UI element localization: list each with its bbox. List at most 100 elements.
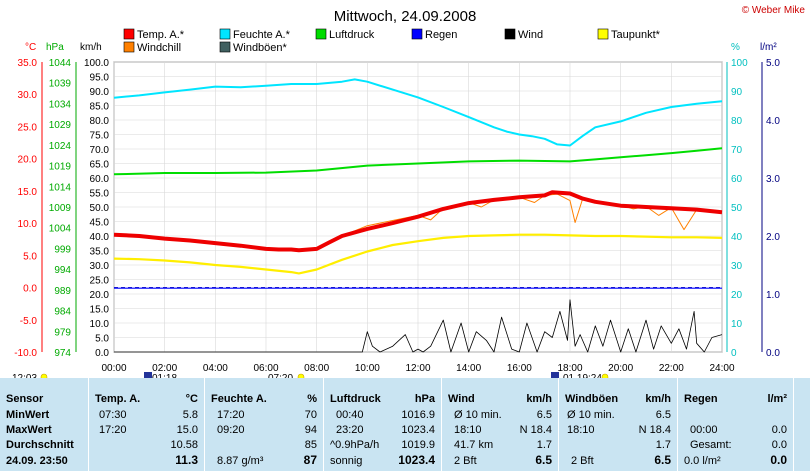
- temp-max-value: 15.0: [176, 424, 198, 436]
- temp-tick-label: -10.0: [14, 348, 37, 359]
- pressure-tick-label: 974: [54, 348, 71, 359]
- event-label: 01 19:24: [563, 373, 602, 378]
- wind-tick-label: 90.0: [90, 87, 110, 98]
- rain-tick-label: 2.0: [766, 232, 780, 243]
- wind-tick-label: 40.0: [90, 232, 110, 243]
- pressure-tick-label: 1044: [49, 58, 72, 69]
- temp-tick-label: 30.0: [18, 90, 38, 101]
- humidity-max-value: 94: [304, 424, 317, 436]
- wind-distance: 41.7 km: [454, 439, 494, 451]
- gust-header: Windböen: [565, 393, 619, 405]
- wind-tick-label: 95.0: [90, 73, 110, 84]
- wind-tick-label: 100.0: [84, 58, 109, 69]
- row-label-current: 24.09. 23:50: [6, 455, 68, 467]
- legend-swatch: [597, 28, 609, 40]
- wind-tick-label: 35.0: [90, 247, 110, 258]
- humidity-tick-label: 80: [731, 116, 743, 127]
- temp-min-time: 07:30: [99, 409, 127, 421]
- pressure-current-value: 1023.4: [398, 453, 435, 467]
- wind-tick-label: 60.0: [90, 174, 110, 185]
- series-line-taupunkt: [113, 233, 723, 275]
- legend-label: Windböen*: [233, 42, 288, 54]
- temp-tick-label: 10.0: [18, 219, 38, 230]
- pressure-max-time: 23:20: [336, 424, 364, 436]
- gust-avg-value: 1.7: [655, 439, 671, 451]
- x-tick-label: 22:00: [659, 363, 684, 374]
- axis-unit-temp: °C: [25, 42, 36, 53]
- event-marker: [551, 372, 559, 378]
- legend-swatch: [411, 28, 423, 40]
- legend-swatch: [123, 28, 135, 40]
- axis-unit-wind: km/h: [80, 42, 102, 53]
- humidity-unit: %: [307, 393, 317, 405]
- temp-tick-label: 20.0: [18, 155, 38, 166]
- rain-tick-label: 5.0: [766, 58, 780, 69]
- wind-tick-label: 75.0: [90, 131, 110, 142]
- temp-tick-label: 25.0: [18, 122, 38, 133]
- rain-max-time: 00:00: [690, 424, 718, 436]
- legend-label: Temp. A.*: [137, 29, 185, 41]
- gust-unit: km/h: [645, 393, 671, 405]
- x-tick-label: 12:00: [405, 363, 430, 374]
- humidity-header: Feuchte A.: [211, 393, 267, 405]
- event-marker: [144, 372, 152, 378]
- sensor-header: Sensor: [6, 393, 44, 405]
- rain-header: Regen: [684, 393, 718, 405]
- temp-header: Temp. A.: [95, 393, 141, 405]
- temp-min-value: 5.8: [182, 409, 198, 421]
- pressure-tick-label: 1009: [49, 203, 72, 214]
- rain-column: Regen l/m² 00:00 0.0 Gesamt: 0.0 0.0 l/m…: [678, 378, 794, 471]
- x-tick-label: 00:00: [101, 363, 126, 374]
- wind-tick-label: 80.0: [90, 116, 110, 127]
- pressure-column: Luftdruck hPa 00:40 1016.9 23:20 1023.4 …: [324, 378, 442, 471]
- legend-label: Feuchte A.*: [233, 29, 291, 41]
- gust-max-time: 18:10: [567, 424, 595, 436]
- wind-tick-label: 65.0: [90, 160, 110, 171]
- humidity-min-value: 70: [304, 409, 317, 421]
- pressure-min-time: 00:40: [336, 409, 364, 421]
- row-label-min: MinWert: [6, 409, 50, 421]
- x-tick-label: 08:00: [304, 363, 329, 374]
- legend-swatch: [123, 41, 135, 53]
- wind-unit: km/h: [526, 393, 552, 405]
- pressure-min-value: 1016.9: [401, 409, 435, 421]
- x-tick-label: 04:00: [203, 363, 228, 374]
- temp-current-value: 11.3: [175, 453, 198, 467]
- legend-swatch: [219, 41, 231, 53]
- rain-tick-label: 1.0: [766, 290, 780, 301]
- legend-swatch: [315, 28, 327, 40]
- x-tick-label: 18:00: [557, 363, 582, 374]
- pressure-tick-label: 1014: [49, 182, 72, 193]
- humidity-tick-label: 60: [731, 174, 743, 185]
- wind-tick-label: 0.0: [95, 348, 109, 359]
- legend-label: Wind: [518, 29, 543, 41]
- rain-tick-label: 0.0: [766, 348, 780, 359]
- x-tick-label: 02:00: [152, 363, 177, 374]
- sensor-column: Sensor MinWert MaxWert Durchschnitt 24.0…: [0, 378, 89, 471]
- humidity-tick-label: 50: [731, 203, 743, 214]
- rain-max-value: 0.0: [771, 424, 787, 436]
- humidity-tick-label: 70: [731, 145, 743, 156]
- humidity-max-time: 09:20: [217, 424, 245, 436]
- axis-unit-humidity: %: [731, 42, 740, 53]
- humidity-absolute: 8.87 g/m³: [217, 455, 264, 467]
- humidity-column: Feuchte A. % 17:20 70 09:20 94 85 8.87 g…: [205, 378, 324, 471]
- weather-chart: Mittwoch, 24.09.2008 © Weber Mike Temp. A.…: [12, 5, 805, 378]
- wind-avg-label: Ø 10 min.: [454, 409, 502, 421]
- pressure-tick-label: 1034: [49, 99, 72, 110]
- series-line-tempa: [113, 190, 723, 253]
- pressure-tick-label: 979: [54, 327, 71, 338]
- temp-tick-label: 15.0: [18, 187, 38, 198]
- rain-current-amount: 0.0 l/m²: [684, 455, 721, 467]
- event-label: 01:18: [152, 373, 177, 378]
- wind-header: Wind: [448, 393, 475, 405]
- pressure-tick-label: 1019: [49, 162, 72, 173]
- pressure-tick-label: 984: [54, 307, 71, 318]
- gust-avg-label: Ø 10 min.: [567, 409, 615, 421]
- x-tick-label: 10:00: [355, 363, 380, 374]
- wind-tick-label: 20.0: [90, 290, 110, 301]
- humidity-current-value: 87: [303, 453, 317, 467]
- humidity-min-time: 17:20: [217, 409, 245, 421]
- pressure-trend: ^0.9hPa/h: [330, 439, 380, 451]
- humidity-tick-label: 0: [731, 348, 737, 359]
